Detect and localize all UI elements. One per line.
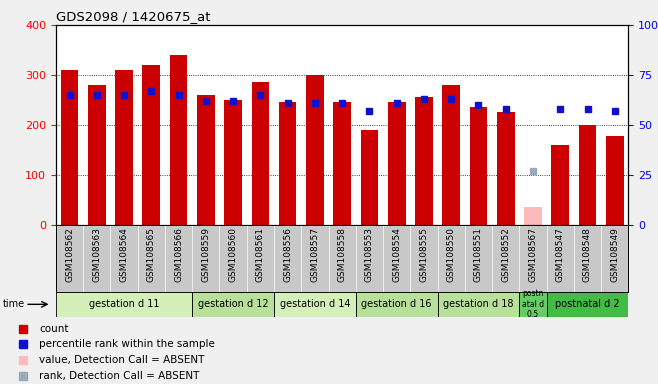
Text: rank, Detection Call = ABSENT: rank, Detection Call = ABSENT: [39, 371, 199, 381]
Bar: [356, 292, 438, 317]
Text: GSM108565: GSM108565: [147, 227, 156, 281]
Text: GSM108556: GSM108556: [283, 227, 292, 281]
Text: postn
atal d
0.5: postn atal d 0.5: [522, 290, 544, 319]
Text: count: count: [39, 324, 68, 334]
Bar: [519, 292, 547, 317]
Bar: [251, 83, 269, 225]
Bar: [524, 207, 542, 225]
Bar: [306, 75, 324, 225]
Text: GSM108548: GSM108548: [583, 227, 592, 281]
Text: time: time: [3, 299, 25, 310]
Bar: [578, 125, 596, 225]
Text: GSM108554: GSM108554: [392, 227, 401, 281]
Bar: [497, 113, 515, 225]
Text: value, Detection Call = ABSENT: value, Detection Call = ABSENT: [39, 355, 205, 365]
Text: percentile rank within the sample: percentile rank within the sample: [39, 339, 215, 349]
Bar: [279, 103, 297, 225]
Bar: [547, 292, 628, 317]
Bar: [115, 70, 133, 225]
Text: GSM108555: GSM108555: [419, 227, 428, 281]
Bar: [334, 103, 351, 225]
Bar: [56, 292, 192, 317]
Text: GSM108560: GSM108560: [228, 227, 238, 281]
Text: gestation d 14: gestation d 14: [280, 299, 350, 310]
Text: GSM108561: GSM108561: [256, 227, 265, 281]
Text: GSM108550: GSM108550: [447, 227, 456, 281]
Bar: [143, 65, 160, 225]
Bar: [274, 292, 356, 317]
Text: gestation d 11: gestation d 11: [89, 299, 159, 310]
Text: GSM108557: GSM108557: [311, 227, 319, 281]
Bar: [388, 103, 405, 225]
Text: GSM108564: GSM108564: [120, 227, 128, 281]
Text: GSM108566: GSM108566: [174, 227, 183, 281]
Text: gestation d 12: gestation d 12: [198, 299, 268, 310]
Text: GSM108562: GSM108562: [65, 227, 74, 281]
Bar: [61, 70, 78, 225]
Bar: [442, 85, 460, 225]
Text: GSM108547: GSM108547: [556, 227, 565, 281]
Text: GSM108558: GSM108558: [338, 227, 347, 281]
Bar: [361, 130, 378, 225]
Text: postnatal d 2: postnatal d 2: [555, 299, 620, 310]
Bar: [470, 108, 488, 225]
Text: GDS2098 / 1420675_at: GDS2098 / 1420675_at: [56, 10, 211, 23]
Text: GSM108551: GSM108551: [474, 227, 483, 281]
Bar: [415, 98, 433, 225]
Text: GSM108553: GSM108553: [365, 227, 374, 281]
Text: GSM108552: GSM108552: [501, 227, 510, 281]
Bar: [170, 55, 188, 225]
Bar: [551, 145, 569, 225]
Bar: [606, 136, 624, 225]
Text: GSM108563: GSM108563: [92, 227, 101, 281]
Text: GSM108567: GSM108567: [528, 227, 538, 281]
Bar: [192, 292, 274, 317]
Bar: [438, 292, 519, 317]
Bar: [224, 100, 242, 225]
Text: GSM108559: GSM108559: [201, 227, 211, 281]
Bar: [197, 95, 215, 225]
Bar: [88, 85, 106, 225]
Text: gestation d 16: gestation d 16: [361, 299, 432, 310]
Text: gestation d 18: gestation d 18: [443, 299, 514, 310]
Text: GSM108549: GSM108549: [610, 227, 619, 281]
